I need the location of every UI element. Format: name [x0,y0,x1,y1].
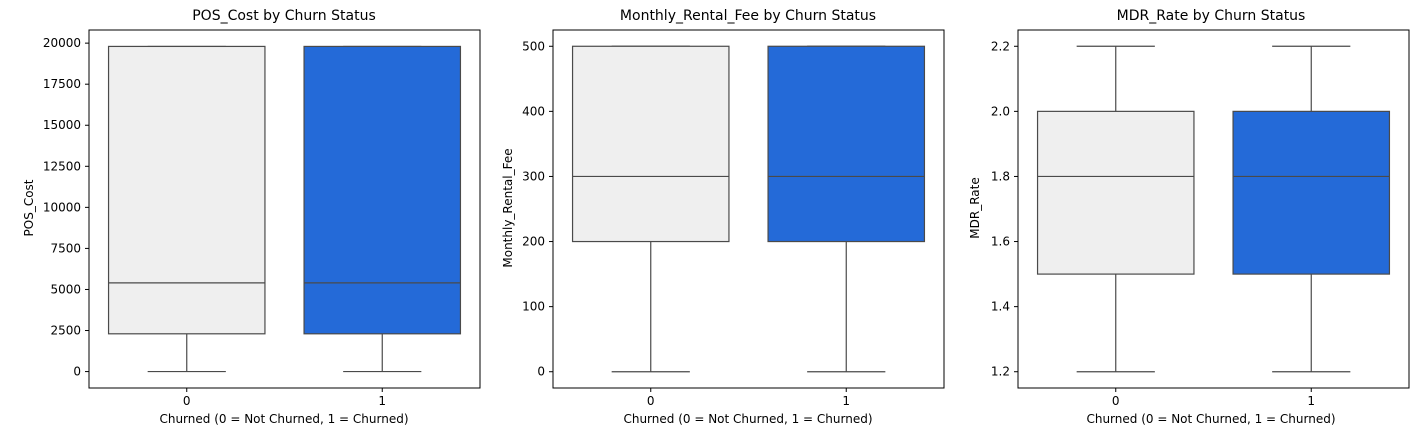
y-tick-label: 0 [73,365,81,379]
chart-panel-mdr-rate: MDR_Rate by Churn Status Churned (0 = No… [968,8,1410,426]
x-tick-label: 1 [842,394,850,408]
y-tick-label: 15000 [43,118,81,132]
iqr-box [571,45,730,243]
box-1 [767,45,926,373]
iqr-box [767,45,926,243]
x-tick-label: 0 [1112,394,1120,408]
chart-title: MDR_Rate by Churn Status [1117,8,1306,24]
plot-area: 1.2 1.4 1.6 1.8 2.0 2.2 0 1 [991,29,1410,408]
y-tick-label: 1.6 [991,235,1010,249]
chart-panel-pos-cost: POS_Cost by Churn Status Churned (0 = No… [22,8,481,426]
box-1 [1232,45,1391,373]
box-0 [1036,45,1195,373]
x-tick-label: 0 [183,394,191,408]
y-tick-label: 0 [537,365,545,379]
y-tick-label: 2.0 [991,104,1010,118]
axes-frame [1017,29,1410,389]
x-axis-label: Churned (0 = Not Churned, 1 = Churned) [1086,412,1335,426]
axes-frame [88,29,481,389]
iqr-box [1036,110,1195,275]
box-0 [571,45,730,373]
y-tick-label: 2500 [50,324,81,338]
y-tick-label: 1.8 [991,169,1010,183]
y-axis-label: MDR_Rate [968,177,982,238]
y-tick-label: 1.2 [991,365,1010,379]
x-axis-label: Churned (0 = Not Churned, 1 = Churned) [623,412,872,426]
x-axis-label: Churned (0 = Not Churned, 1 = Churned) [159,412,408,426]
y-tick-label: 400 [522,104,545,118]
y-tick-label: 7500 [50,241,81,255]
y-tick-label: 300 [522,169,545,183]
x-tick-label: 1 [1307,394,1315,408]
x-tick-label: 1 [378,394,386,408]
box-1 [303,45,462,373]
chart-title: POS_Cost by Churn Status [192,8,376,24]
plot-area: 0 100 200 300 400 500 0 1 [522,29,945,408]
y-tick-label: 2.2 [991,39,1010,53]
y-axis-label: Monthly_Rental_Fee [501,148,515,267]
iqr-box [107,45,266,335]
y-tick-label: 200 [522,235,545,249]
y-tick-label: 5000 [50,282,81,296]
chart-panel-monthly-rental-fee: Monthly_Rental_Fee by Churn Status Churn… [501,8,945,426]
y-axis-label: POS_Cost [22,179,36,236]
y-tick-label: 10000 [43,200,81,214]
iqr-box [303,45,462,335]
y-tick-label: 17500 [43,77,81,91]
y-tick-label: 12500 [43,159,81,173]
y-tick-label: 500 [522,39,545,53]
y-tick-label: 20000 [43,36,81,50]
plot-area: 0 2500 5000 7500 10000 12500 15000 17500 20000 0 1 [43,29,481,408]
y-tick-label: 1.4 [991,300,1010,314]
box-0 [107,45,266,373]
axes-frame [552,29,945,389]
iqr-box [1232,110,1391,275]
chart-title: Monthly_Rental_Fee by Churn Status [620,8,876,24]
x-tick-label: 0 [647,394,655,408]
y-tick-label: 100 [522,300,545,314]
